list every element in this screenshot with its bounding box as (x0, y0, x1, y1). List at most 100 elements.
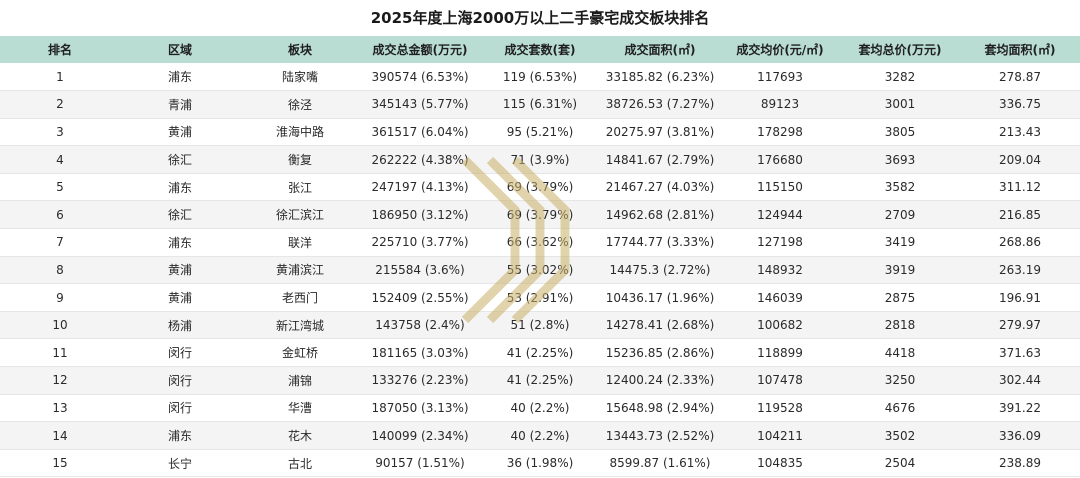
total-amount-cell: 90157 (1.51%) (360, 449, 480, 478)
avg-price-cell: 118899 (720, 338, 840, 368)
floor-area-cell: 33185.82 (6.23%) (600, 63, 720, 92)
table-row[interactable]: 13 闵行 华漕 187050 (3.13%) 40 (2.2%) 15648.98 (2… (0, 394, 1080, 423)
column-header[interactable]: 板块 (287, 43, 312, 57)
avg-total-cell: 2504 (840, 449, 960, 478)
table-row[interactable]: 5 浦东 张江 247197 (4.13%) 69 (3.79%) 21467.27 (4… (0, 173, 1080, 202)
rank-cell: 15 (0, 449, 120, 478)
avg-total-cell: 3693 (840, 145, 960, 174)
floor-area-cell: 10436.17 (1.96%) (600, 283, 720, 312)
avg-price-cell: 176680 (720, 145, 840, 174)
area-cell: 衡复 (240, 145, 360, 174)
table-row[interactable]: 2 青浦 徐泾 345143 (5.77%) 115 (6.31%) 38726.53 (… (0, 90, 1080, 119)
district-cell: 浦东 (120, 228, 240, 257)
table-row[interactable]: 4 徐汇 衡复 262222 (4.38%) 71 (3.9%) 14841.67 (2.… (0, 145, 1080, 174)
area-cell: 花木 (240, 421, 360, 450)
district-cell: 长宁 (120, 449, 240, 478)
column-header[interactable]: 排名 (47, 43, 72, 57)
units-cell: 71 (3.9%) (480, 145, 600, 174)
area-cell: 徐泾 (240, 90, 360, 119)
column-header[interactable]: 成交套数(套) (504, 43, 576, 57)
floor-area-cell: 15648.98 (2.94%) (600, 394, 720, 423)
total-amount-cell: 247197 (4.13%) (360, 173, 480, 202)
total-amount-cell: 390574 (6.53%) (360, 63, 480, 92)
column-header[interactable]: 套均总价(万元) (858, 43, 942, 57)
district-cell: 闵行 (120, 338, 240, 368)
avg-total-cell: 2875 (840, 283, 960, 312)
avg-total-cell: 3502 (840, 421, 960, 450)
floor-area-cell: 12400.24 (2.33%) (600, 366, 720, 395)
avg-total-cell: 3001 (840, 90, 960, 119)
table-row[interactable]: 8 黄浦 黄浦滨江 215584 (3.6%) 55 (3.02%) 14475.3 (2… (0, 256, 1080, 285)
avg-price-cell: 117693 (720, 63, 840, 92)
avg-area-cell: 268.86 (960, 228, 1080, 257)
avg-price-cell: 115150 (720, 173, 840, 202)
district-cell: 闵行 (120, 366, 240, 395)
units-cell: 41 (2.25%) (480, 366, 600, 395)
area-cell: 浦锦 (240, 366, 360, 395)
column-header[interactable]: 区域 (167, 43, 192, 57)
avg-area-cell: 238.89 (960, 449, 1080, 478)
area-cell: 淮海中路 (240, 118, 360, 147)
rank-cell: 14 (0, 421, 120, 450)
table-row[interactable]: 14 浦东 花木 140099 (2.34%) 40 (2.2%) 13443.73 (2… (0, 421, 1080, 450)
area-cell: 联洋 (240, 228, 360, 257)
column-header[interactable]: 成交均价(元/㎡) (736, 43, 824, 57)
district-cell: 浦东 (120, 63, 240, 92)
rank-cell: 1 (0, 63, 120, 92)
column-header[interactable]: 套均面积(㎡) (984, 43, 1056, 57)
rank-cell: 9 (0, 283, 120, 312)
district-cell: 黄浦 (120, 283, 240, 312)
area-cell: 新江湾城 (240, 311, 360, 340)
units-cell: 53 (2.91%) (480, 283, 600, 312)
avg-area-cell: 302.44 (960, 366, 1080, 395)
avg-price-cell: 127198 (720, 228, 840, 257)
table-row[interactable]: 6 徐汇 徐汇滨江 186950 (3.12%) 69 (3.79%) 14962.68 … (0, 200, 1080, 230)
avg-total-cell: 4418 (840, 338, 960, 368)
total-amount-cell: 133276 (2.23%) (360, 366, 480, 395)
rank-cell: 4 (0, 145, 120, 174)
table-row[interactable]: 15 长宁 古北 90157 (1.51%) 36 (1.98%) 8599.87 (1.… (0, 449, 1080, 478)
avg-price-cell: 100682 (720, 311, 840, 340)
units-cell: 95 (5.21%) (480, 118, 600, 147)
floor-area-cell: 38726.53 (7.27%) (600, 90, 720, 119)
units-cell: 55 (3.02%) (480, 256, 600, 285)
table-row[interactable]: 7 浦东 联洋 225710 (3.77%) 66 (3.62%) 17744.77 (3… (0, 228, 1080, 257)
page-title: 2025年度上海2000万以上二手豪宅成交板块排名 (370, 9, 710, 27)
area-cell: 古北 (240, 449, 360, 478)
floor-area-cell: 20275.97 (3.81%) (600, 118, 720, 147)
area-cell: 金虹桥 (240, 338, 360, 368)
table-header-row: 排名 区域 板块 成交总金额(万元) 成交套数(套) 成交面积(㎡) 成交均价(… (0, 36, 1080, 63)
avg-total-cell: 3919 (840, 256, 960, 285)
column-header[interactable]: 成交面积(㎡) (624, 43, 696, 57)
avg-total-cell: 3805 (840, 118, 960, 147)
area-cell: 华漕 (240, 394, 360, 423)
avg-price-cell: 178298 (720, 118, 840, 147)
avg-area-cell: 391.22 (960, 394, 1080, 423)
table-row[interactable]: 3 黄浦 淮海中路 361517 (6.04%) 95 (5.21%) 20275.97 … (0, 118, 1080, 147)
district-cell: 徐汇 (120, 200, 240, 230)
rank-cell: 7 (0, 228, 120, 257)
avg-total-cell: 3282 (840, 63, 960, 92)
district-cell: 徐汇 (120, 145, 240, 174)
column-header[interactable]: 成交总金额(万元) (372, 43, 468, 57)
rank-cell: 2 (0, 90, 120, 119)
table-row[interactable]: 1 浦东 陆家嘴 390574 (6.53%) 119 (6.53%) 33185.82 … (0, 63, 1080, 92)
avg-total-cell: 2709 (840, 200, 960, 230)
avg-total-cell: 4676 (840, 394, 960, 423)
avg-area-cell: 371.63 (960, 338, 1080, 368)
district-cell: 浦东 (120, 173, 240, 202)
table-row[interactable]: 11 闵行 金虹桥 181165 (3.03%) 41 (2.25%) 15236.85 … (0, 338, 1080, 368)
total-amount-cell: 361517 (6.04%) (360, 118, 480, 147)
avg-total-cell: 3250 (840, 366, 960, 395)
avg-area-cell: 311.12 (960, 173, 1080, 202)
table-row[interactable]: 9 黄浦 老西门 152409 (2.55%) 53 (2.91%) 10436.17 (… (0, 283, 1080, 312)
district-cell: 黄浦 (120, 256, 240, 285)
avg-price-cell: 148932 (720, 256, 840, 285)
units-cell: 69 (3.79%) (480, 200, 600, 230)
avg-total-cell: 3419 (840, 228, 960, 257)
table-row[interactable]: 10 杨浦 新江湾城 143758 (2.4%) 51 (2.8%) 14278.41 (… (0, 311, 1080, 340)
floor-area-cell: 14475.3 (2.72%) (600, 256, 720, 285)
rank-cell: 10 (0, 311, 120, 340)
table-row[interactable]: 12 闵行 浦锦 133276 (2.23%) 41 (2.25%) 12400.24 (… (0, 366, 1080, 395)
avg-area-cell: 196.91 (960, 283, 1080, 312)
